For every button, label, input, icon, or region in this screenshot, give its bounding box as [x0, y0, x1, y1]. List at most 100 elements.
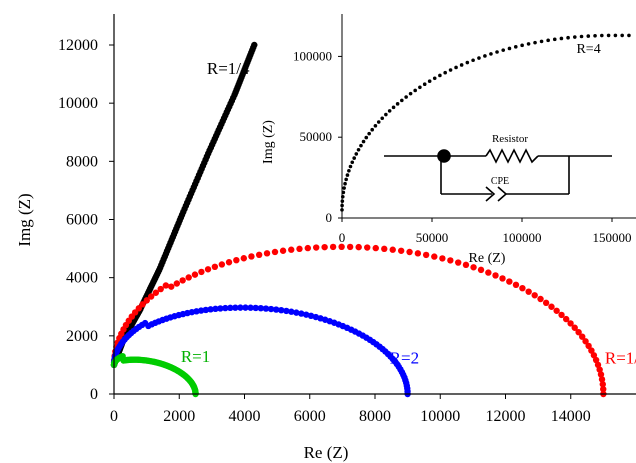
data-point — [387, 109, 392, 113]
data-point — [296, 245, 303, 253]
series-label: R=1/2 — [605, 348, 636, 367]
data-point — [495, 50, 499, 54]
data-point — [501, 48, 506, 52]
data-point — [599, 381, 606, 388]
data-point — [462, 261, 470, 269]
data-point — [179, 277, 186, 284]
main-x-tick-label: 2000 — [163, 408, 195, 425]
data-point — [313, 244, 320, 251]
data-point — [255, 251, 263, 258]
data-point — [454, 65, 458, 70]
series-R=1 — [110, 353, 199, 398]
data-point — [288, 308, 295, 315]
data-point — [321, 243, 328, 251]
data-point — [593, 33, 597, 38]
data-point — [432, 76, 437, 81]
data-point — [251, 41, 258, 49]
data-point — [525, 288, 532, 295]
data-point — [588, 347, 595, 354]
data-point — [438, 73, 442, 78]
data-point — [397, 247, 405, 254]
data-point — [198, 268, 205, 276]
circuit-node-dot — [437, 149, 451, 163]
data-point — [447, 257, 454, 264]
series-R=4 — [340, 33, 631, 212]
data-point — [465, 60, 470, 65]
data-point — [283, 307, 290, 315]
data-point — [347, 168, 351, 173]
data-point — [272, 306, 280, 313]
inset-series-group — [340, 33, 631, 212]
main-y-tick-label: 6000 — [66, 212, 98, 229]
data-point — [553, 307, 560, 314]
data-point — [372, 244, 379, 252]
data-point — [408, 91, 413, 96]
data-point — [207, 306, 214, 313]
inset-x-ticks: 0 50000 100000 150000 — [339, 218, 632, 245]
data-point — [350, 160, 355, 165]
data-point — [477, 266, 485, 274]
data-point — [586, 34, 591, 38]
inset-x-axis-title: Re (Z) — [469, 251, 506, 266]
inset-y-tick-label: 100000 — [293, 48, 332, 63]
data-point — [477, 56, 481, 60]
data-point — [483, 54, 487, 58]
data-point — [389, 246, 396, 253]
data-point — [391, 105, 396, 110]
data-point — [492, 272, 499, 279]
inset-y-axis-title: Img (Z) — [261, 120, 276, 164]
circuit-cpe-label: CPE — [491, 176, 509, 187]
main-x-tick-label: 14000 — [551, 408, 591, 425]
data-point — [533, 40, 537, 45]
data-point — [531, 292, 538, 299]
data-point — [499, 275, 506, 282]
data-point — [384, 112, 388, 117]
main-x-ticks: 0 2000 4000 6000 8000 10000 12000 14000 — [110, 394, 591, 425]
data-point — [459, 63, 464, 67]
inset-x-tick-label: 50000 — [416, 230, 449, 245]
main-x-axis-title: Re (Z) — [304, 443, 349, 462]
data-point — [559, 36, 564, 41]
inset-x-tick-label: 0 — [339, 230, 346, 245]
data-point — [406, 248, 413, 256]
data-point — [520, 43, 524, 48]
data-point — [257, 305, 265, 312]
data-point — [345, 173, 350, 177]
main-x-tick-label: 10000 — [420, 408, 460, 425]
series-label: R=2 — [390, 348, 419, 367]
data-point — [404, 95, 408, 99]
data-point — [431, 253, 438, 260]
data-point — [237, 304, 244, 311]
data-point — [418, 85, 422, 90]
data-point — [507, 46, 512, 51]
data-point — [571, 324, 578, 331]
data-point — [217, 305, 224, 312]
data-point — [211, 263, 219, 271]
data-point — [552, 37, 557, 42]
data-point — [513, 45, 518, 49]
data-point — [575, 329, 582, 336]
data-point — [439, 255, 446, 262]
inset-background — [342, 14, 636, 218]
data-point — [542, 299, 550, 307]
main-chart: 0 2000 4000 6000 8000 10000 12000 14000 0 2000 40… — [15, 14, 636, 462]
data-point — [579, 34, 584, 39]
data-point — [585, 342, 592, 350]
main-x-tick-label: 0 — [110, 408, 118, 425]
data-point — [620, 33, 624, 38]
series-R=2 — [110, 304, 411, 398]
data-point — [519, 284, 526, 292]
data-point — [162, 282, 170, 289]
data-point — [381, 245, 388, 253]
data-point — [485, 269, 492, 276]
series-label: R=1/4 — [207, 59, 250, 78]
data-point — [413, 88, 417, 93]
data-point — [288, 246, 295, 253]
data-point — [594, 361, 602, 369]
data-point — [361, 139, 366, 144]
data-point — [240, 255, 248, 262]
data-point — [143, 297, 150, 304]
data-point — [356, 147, 361, 152]
inset-y-tick-label: 50000 — [300, 129, 333, 144]
data-point — [592, 356, 600, 364]
